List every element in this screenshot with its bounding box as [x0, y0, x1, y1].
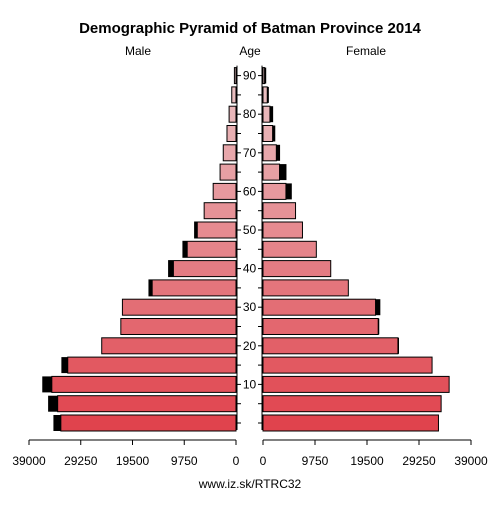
female-value-tick-label: 19500 [350, 454, 384, 468]
male-label: Male [125, 44, 151, 58]
female-bar [262, 298, 377, 316]
male-bar [182, 240, 237, 258]
female-bar [262, 202, 297, 220]
female-excess-bar [378, 318, 380, 335]
male-value-tick-label: 0 [233, 454, 240, 468]
male-bar [212, 182, 237, 200]
female-label: Female [346, 44, 386, 58]
female-bar [262, 125, 274, 142]
female-bar [262, 67, 266, 85]
female-bar [262, 356, 433, 374]
female-bar [262, 182, 287, 200]
female-value-tick-label: 0 [260, 454, 267, 468]
female-bar [262, 318, 379, 335]
male-bar [57, 395, 237, 413]
male-excess-bar [148, 279, 153, 296]
female-excess-bar [264, 67, 267, 84]
female-excess-bar [279, 164, 287, 181]
axes-group: 10 20 30 40 50 60 70 80 90 39000 29250 19500 9750 0 0 9… [12, 65, 488, 468]
male-excess-bar [53, 415, 61, 431]
male-bar [120, 318, 237, 335]
female-value-tick-label: 9750 [302, 454, 329, 468]
female-value-tick-label: 29250 [402, 454, 436, 468]
male-bar [219, 163, 237, 181]
age-tick-label: 70 [243, 146, 257, 160]
male-value-tick-label: 9750 [171, 454, 198, 468]
female-bar [262, 395, 442, 413]
female-excess-bar [397, 337, 399, 354]
male-excess-bar [61, 357, 68, 374]
male-bar [148, 279, 237, 297]
age-label: Age [239, 44, 261, 58]
male-bar [203, 202, 237, 220]
male-bar [51, 375, 237, 393]
male-bar [228, 105, 237, 123]
male-excess-bar [168, 260, 174, 277]
bars-group [42, 67, 450, 432]
female-bar [262, 279, 349, 297]
male-bar [60, 414, 237, 432]
male-bar [222, 144, 237, 162]
female-excess-bar [285, 183, 292, 200]
female-bar [262, 105, 271, 123]
age-tick-label: 90 [243, 69, 257, 83]
male-excess-bar [182, 241, 188, 258]
female-excess-bar [267, 86, 269, 103]
female-bar [262, 144, 277, 162]
male-value-tick-label: 19500 [116, 454, 150, 468]
female-excess-bar [276, 144, 281, 161]
age-tick-label: 50 [243, 223, 257, 237]
chart-title: Demographic Pyramid of Batman Province 2… [79, 20, 421, 37]
female-excess-bar [272, 125, 276, 142]
female-bar [262, 414, 439, 432]
male-bar [233, 67, 237, 85]
age-tick-label: 10 [243, 377, 257, 391]
female-bar [262, 240, 317, 258]
age-tick-label: 30 [243, 300, 257, 314]
male-bar [168, 260, 237, 278]
female-bar [262, 337, 399, 355]
source-footer: www.iz.sk/RTRC32 [198, 477, 302, 491]
age-tick-label: 60 [243, 184, 257, 198]
male-bar [101, 337, 237, 355]
female-bar [262, 260, 332, 278]
age-tick-label: 40 [243, 262, 257, 276]
age-tick-label: 80 [243, 107, 257, 121]
male-excess-bar [42, 376, 52, 393]
age-tick-label: 20 [243, 339, 257, 353]
male-value-tick-label: 29250 [64, 454, 98, 468]
female-value-tick-label: 39000 [454, 454, 488, 468]
male-excess-bar [48, 395, 58, 412]
male-excess-bar [194, 222, 198, 238]
male-bar [231, 86, 237, 104]
male-bar [67, 356, 237, 374]
female-bar [262, 221, 303, 239]
male-bar [121, 298, 237, 316]
female-bar [262, 163, 281, 181]
female-excess-bar [375, 299, 381, 316]
female-bar [262, 375, 450, 393]
female-excess-bar [269, 106, 274, 123]
female-bar [262, 86, 268, 104]
male-bar [194, 221, 237, 239]
male-value-tick-label: 39000 [12, 454, 46, 468]
male-bar [226, 125, 237, 142]
